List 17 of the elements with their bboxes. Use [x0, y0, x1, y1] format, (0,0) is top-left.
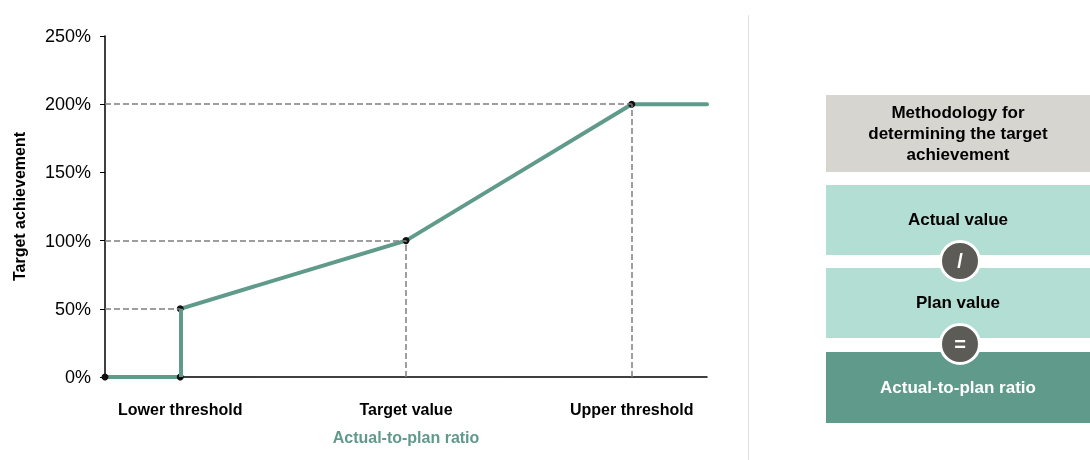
x-axis-title: Actual-to-plan ratio — [332, 428, 480, 446]
text: Actual-to-plan ratio — [880, 377, 1036, 397]
text: Plan value — [915, 293, 1001, 313]
y-tick-label: 200% — [44, 94, 91, 115]
text: Actual value — [907, 210, 1009, 230]
y-tick-label: 250% — [44, 26, 91, 46]
y-tick-label: 50% — [54, 298, 91, 319]
y-tick-label: 0% — [64, 367, 91, 387]
y-tick-label: 150% — [44, 162, 91, 183]
y-axis-title: Target achievement — [10, 131, 28, 282]
x-tick-label: Target value — [359, 400, 453, 418]
text: Methodology for determining the target achievement — [826, 95, 1090, 172]
text: / — [939, 240, 981, 282]
x-tick-label: Upper threshold — [569, 400, 694, 418]
text: = — [939, 323, 981, 365]
x-tick-label: Lower threshold — [118, 400, 243, 418]
y-tick-label: 100% — [44, 230, 91, 251]
